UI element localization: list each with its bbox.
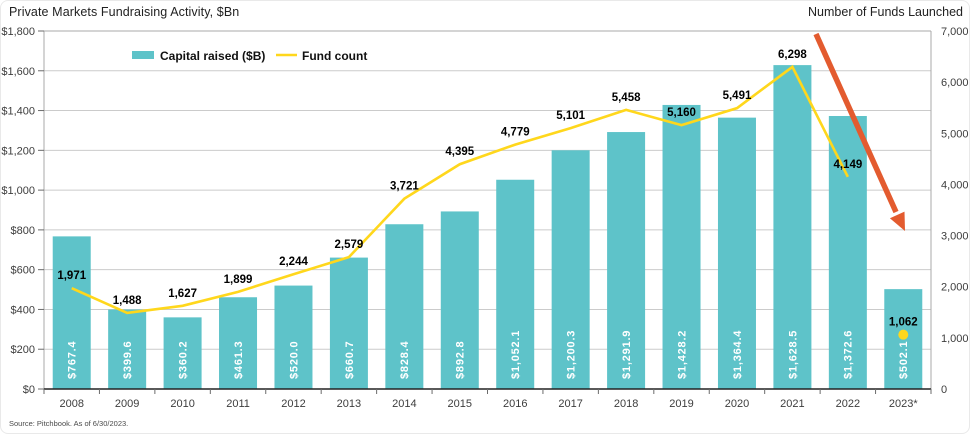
legend: Capital raised ($B) Fund count: [132, 49, 367, 63]
fund-count-label-2012: 2,244: [279, 256, 308, 268]
fund-count-line: [71, 64, 850, 315]
x-axis-label-2014: 2014: [392, 398, 416, 410]
fund-count-label-2020: 5,491: [723, 90, 752, 102]
fund-count-label-2008: 1,971: [57, 270, 86, 282]
bar-value-label: $1,052.1: [510, 330, 522, 379]
fund-count-label-2009: 1,488: [113, 295, 142, 307]
bar-2013: [329, 257, 368, 389]
fund-count-label-2022: 4,149: [833, 159, 862, 171]
fund-count-dot-2023*: [898, 329, 909, 340]
left-axis-label: $800: [11, 225, 35, 237]
bar-value-label: $1,291.9: [621, 330, 633, 379]
right-axis-label: 7,000: [941, 26, 969, 38]
x-axis-label-2015: 2015: [448, 398, 472, 410]
bar-2016: [496, 179, 535, 389]
bar-2011: [219, 297, 258, 389]
fund-count-label-2021: 6,298: [778, 49, 807, 61]
fund-count-label-2017: 5,101: [556, 110, 585, 122]
right-axis-label: 6,000: [941, 77, 969, 89]
right-axis-label: 4,000: [941, 179, 969, 191]
x-axis-label-2021: 2021: [780, 398, 804, 410]
trend-arrow-shaft: [813, 32, 899, 214]
x-axis-label-2011: 2011: [226, 398, 250, 410]
bar-value-label: $461.3: [233, 341, 245, 379]
bar-2012: [274, 285, 313, 389]
x-axis-label-2023*: 2023*: [889, 398, 918, 410]
left-axis-label: $0: [23, 384, 35, 396]
bar-value-label: $767.4: [67, 340, 79, 379]
fund-count-label-2015: 4,395: [445, 146, 474, 158]
fund-count-label-2018: 5,458: [612, 92, 641, 104]
chart-title-right: Number of Funds Launched: [808, 5, 963, 19]
bar-value-label: $520.0: [288, 341, 300, 379]
bar-2021: [773, 65, 812, 390]
right-axis-label: 5,000: [941, 128, 969, 140]
legend-fundcount-label: Fund count: [302, 49, 367, 63]
bar-value-label: $1,200.3: [566, 330, 578, 379]
x-axis-label-2020: 2020: [725, 398, 749, 410]
bar-2022: [828, 116, 867, 389]
bar-2019: [662, 104, 701, 389]
fund-count-label-2016: 4,779: [501, 127, 530, 139]
bar-2009: [108, 309, 147, 389]
fund-count-label-2010: 1,627: [168, 288, 197, 300]
fund-count-label-2011: 1,899: [224, 274, 253, 286]
x-axis-label-2019: 2019: [669, 398, 693, 410]
bar-value-label: $1,364.4: [732, 330, 744, 379]
x-axis-label-2017: 2017: [558, 398, 582, 410]
fund-count-label-2019: 5,160: [667, 107, 696, 119]
bar-2015: [440, 211, 479, 389]
x-axis-label-2012: 2012: [281, 398, 305, 410]
bar-2020: [717, 117, 756, 390]
right-axis-label: 0: [941, 384, 947, 396]
bar-value-label: $660.7: [344, 341, 356, 379]
bar-2017: [551, 150, 590, 389]
left-axis-label: $1,200: [1, 145, 35, 157]
x-axis-label-2013: 2013: [337, 398, 361, 410]
legend-bar-swatch-icon: [132, 51, 154, 59]
chart-title-left: Private Markets Fundraising Activity, $B…: [9, 5, 240, 19]
source-note: Source: Pitchbook. As of 6/30/2023.: [9, 419, 129, 428]
x-axis-label-2016: 2016: [503, 398, 527, 410]
x-axis-label-2009: 2009: [115, 398, 139, 410]
bar-value-label: $1,628.5: [787, 330, 799, 379]
left-axis-label: $200: [11, 344, 35, 356]
right-axis-label: 3,000: [941, 231, 969, 243]
left-axis-label: $1,400: [1, 106, 35, 118]
right-axis-label: 1,000: [941, 333, 969, 345]
left-axis-label: $600: [11, 265, 35, 277]
bar-2018: [607, 132, 646, 389]
x-axis-label-2010: 2010: [170, 398, 194, 410]
bar-value-label: $502.1: [898, 341, 910, 379]
right-axis-label: 2,000: [941, 282, 969, 294]
fund-count-label-2014: 3,721: [390, 181, 419, 193]
bar-value-label: $1,372.6: [843, 330, 855, 379]
left-axis-label: $1,800: [1, 26, 35, 38]
bar-value-label: $1,428.2: [676, 330, 688, 379]
left-axis-label: $1,600: [1, 66, 35, 78]
left-axis-label: $1,000: [1, 185, 35, 197]
trend-arrow-down-icon: [813, 32, 905, 231]
bar-2010: [163, 317, 202, 389]
x-axis-label-2008: 2008: [59, 398, 83, 410]
trend-arrow-head: [889, 211, 905, 231]
bar-value-label: $828.4: [399, 340, 411, 379]
bar-value-label: $892.8: [455, 341, 467, 379]
bar-2014: [385, 224, 424, 389]
bar-value-label: $360.2: [177, 341, 189, 379]
left-axis-label: $400: [11, 304, 35, 316]
legend-capital-label: Capital raised ($B): [160, 49, 265, 63]
bar-2008: [52, 236, 91, 389]
bar-value-label: $399.6: [122, 341, 134, 379]
fund-count-label-2013: 2,579: [335, 239, 364, 251]
x-axis-label-2018: 2018: [614, 398, 638, 410]
fund-count-label-2023*: 1,062: [889, 317, 918, 329]
x-axis-label-2022: 2022: [836, 398, 860, 410]
